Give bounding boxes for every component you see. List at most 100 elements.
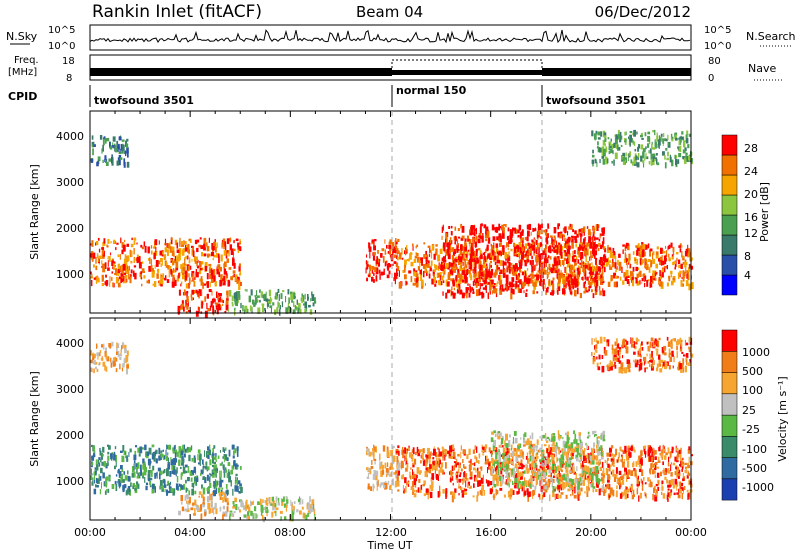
power-cell	[664, 260, 667, 265]
power-cell	[143, 241, 146, 247]
velocity-cell	[305, 514, 308, 521]
velocity-cell	[369, 468, 372, 475]
velocity-cell	[229, 515, 231, 521]
power-cell	[462, 261, 464, 266]
velocity-cell	[608, 495, 611, 498]
velocity-cell	[395, 470, 398, 476]
power-cell	[495, 288, 497, 294]
power-cell	[197, 290, 199, 297]
power-cell	[602, 227, 605, 234]
power-cell	[126, 138, 129, 142]
power-cell	[455, 248, 457, 252]
velocity-cell	[398, 450, 400, 456]
velocity-cell	[121, 468, 124, 473]
power-cell	[518, 259, 522, 265]
power-cell	[195, 310, 199, 317]
power-cell	[482, 252, 485, 255]
power-cell	[423, 270, 425, 278]
power-cell	[627, 156, 629, 162]
power-cell	[460, 244, 463, 251]
velocity-cell	[595, 455, 599, 461]
power-cell	[272, 302, 275, 306]
velocity-cell	[609, 448, 612, 452]
velocity-cell	[136, 463, 138, 467]
velocity-cell	[408, 447, 411, 451]
power-cell	[231, 301, 234, 304]
velocity-cell	[481, 446, 485, 450]
power-cell	[457, 236, 461, 239]
velocity-cell	[589, 470, 591, 478]
velocity-cell	[245, 503, 248, 510]
velocity-cell	[497, 450, 499, 455]
power-cell	[531, 275, 534, 279]
power-cell	[164, 253, 167, 260]
power-cell	[454, 241, 457, 245]
velocity-cell	[482, 453, 484, 456]
velocity-cell	[374, 446, 376, 452]
velocity-cell	[447, 450, 450, 455]
power-cell	[474, 254, 476, 260]
velocity-cell	[598, 488, 601, 496]
velocity-cell	[488, 463, 490, 470]
velocity-cell	[145, 485, 148, 491]
power-cell	[636, 258, 639, 265]
velocity-cell	[212, 508, 214, 513]
power-cell	[469, 286, 472, 293]
velocity-cell	[118, 480, 122, 486]
velocity-cell	[439, 467, 443, 473]
power-cell	[625, 260, 627, 266]
velocity-cell	[465, 480, 467, 488]
power-cell	[250, 289, 253, 296]
power-cell	[282, 290, 285, 293]
velocity-cell	[211, 501, 213, 507]
power-cell	[567, 231, 569, 236]
velocity-cell	[667, 462, 670, 467]
velocity-cell	[173, 458, 176, 465]
power-cell	[480, 292, 483, 295]
power-cell	[231, 304, 234, 307]
velocity-cell	[591, 473, 594, 481]
power-cell	[653, 158, 656, 162]
power-cell	[472, 232, 476, 235]
velocity-cell	[404, 477, 407, 484]
power-cell	[279, 305, 281, 310]
power-cell	[259, 289, 261, 293]
power-cell	[233, 262, 236, 269]
power-cell	[585, 253, 587, 257]
station-title: Rankin Inlet (fitACF)	[92, 2, 262, 22]
velocity-cell	[625, 487, 628, 490]
velocity-cell	[616, 485, 618, 490]
power-cell	[485, 249, 487, 253]
velocity-cell	[439, 451, 442, 457]
power-cell	[600, 263, 603, 267]
velocity-cell	[314, 514, 316, 521]
power-cell	[482, 263, 486, 268]
power-cell	[111, 277, 113, 281]
power-cell	[619, 131, 622, 137]
velocity-cell	[291, 509, 295, 515]
power-cell	[513, 242, 516, 248]
power-cell	[470, 226, 473, 230]
power-cell	[184, 241, 187, 244]
velocity-cell	[635, 463, 638, 467]
velocity-cell	[491, 450, 494, 455]
power-cell	[685, 280, 689, 287]
power-cell	[523, 280, 527, 286]
power-cell	[176, 249, 180, 253]
power-cell	[234, 296, 237, 299]
velocity-cell	[621, 491, 623, 495]
velocity-cell	[386, 450, 390, 458]
velocity-cell	[633, 449, 636, 453]
power-cell	[394, 272, 397, 280]
power-cell	[565, 282, 567, 288]
power-cell	[630, 159, 633, 164]
power-cell	[434, 277, 436, 284]
power-cell	[130, 260, 133, 264]
power-cell	[617, 147, 621, 151]
velocity-cell	[221, 487, 224, 490]
velocity-cell	[185, 494, 189, 499]
power-cell	[192, 247, 194, 252]
power-cell	[568, 254, 571, 262]
power-cell	[575, 255, 578, 260]
power-cell	[580, 259, 583, 266]
